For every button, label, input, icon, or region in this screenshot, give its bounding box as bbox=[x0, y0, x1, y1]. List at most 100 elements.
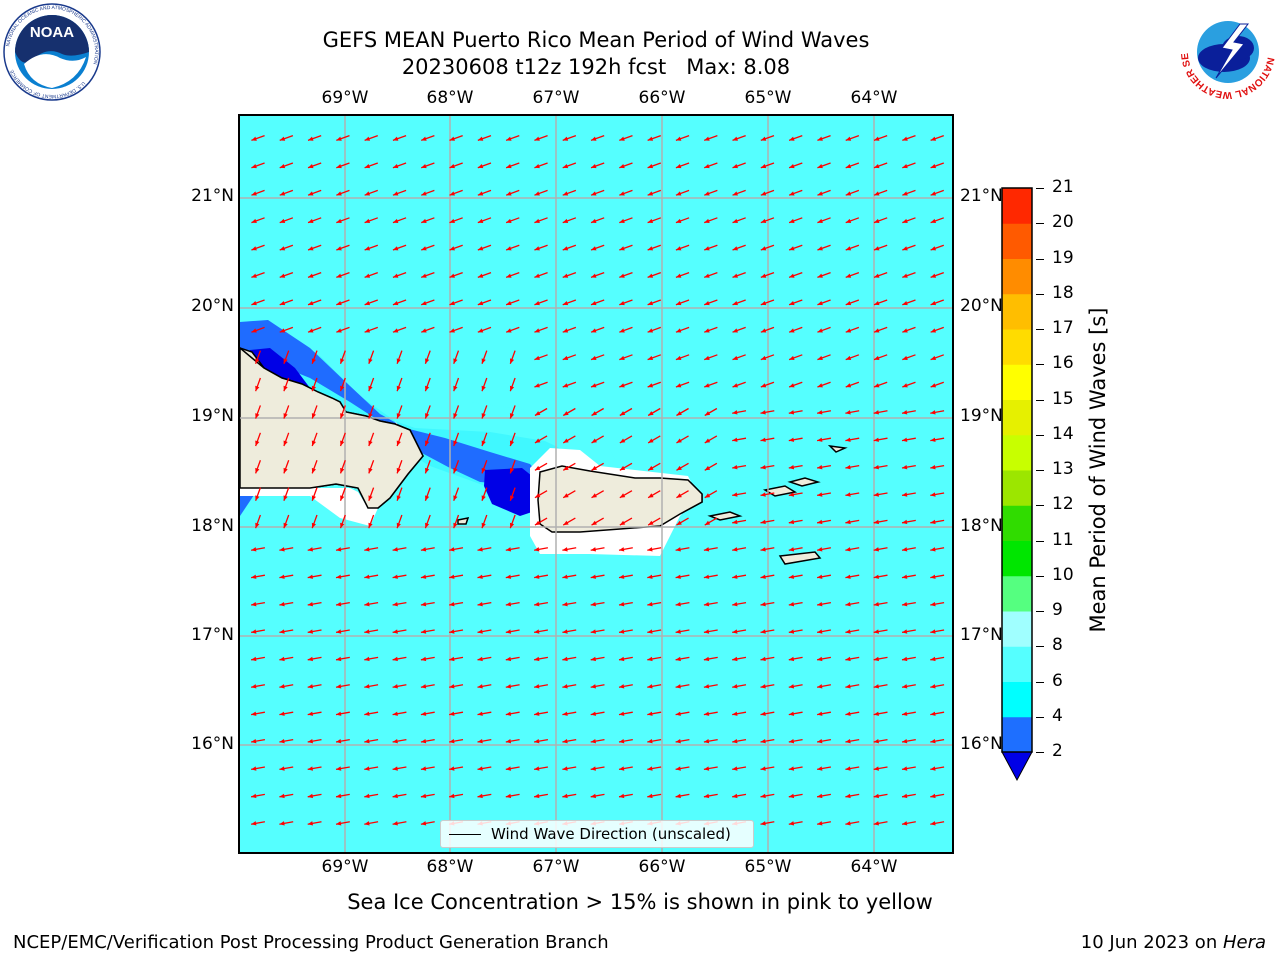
wind-wave-arrow bbox=[364, 601, 379, 607]
map-title-line1: GEFS MEAN Puerto Rico Mean Period of Win… bbox=[322, 28, 870, 52]
wind-wave-arrow bbox=[392, 547, 407, 552]
colorbar-cell bbox=[1002, 716, 1032, 753]
wind-wave-arrow bbox=[619, 189, 633, 196]
wind-wave-arrow bbox=[590, 629, 605, 634]
wind-wave-arrow bbox=[364, 326, 379, 333]
wind-wave-arrow bbox=[392, 134, 407, 142]
wind-wave-arrow bbox=[901, 656, 916, 662]
wind-wave-arrow bbox=[250, 711, 266, 716]
wind-wave-arrow bbox=[647, 244, 662, 251]
wind-wave-arrow bbox=[505, 271, 520, 279]
wind-wave-arrow bbox=[534, 490, 548, 499]
wind-wave-arrow bbox=[505, 134, 520, 142]
wind-wave-arrow bbox=[396, 459, 403, 474]
lon-label-bottom: 64°W bbox=[850, 857, 898, 877]
wind-wave-arrow bbox=[449, 271, 463, 279]
wind-wave-arrow bbox=[339, 459, 346, 474]
wind-wave-arrow bbox=[396, 432, 403, 447]
wind-wave-arrow bbox=[930, 134, 945, 142]
wind-wave-arrow bbox=[590, 134, 605, 142]
wind-wave-arrow bbox=[647, 547, 662, 552]
wind-wave-arrow bbox=[788, 711, 803, 716]
wind-wave-arrow bbox=[788, 271, 803, 279]
wind-wave-arrow bbox=[845, 410, 860, 415]
wind-wave-arrow bbox=[760, 629, 775, 634]
wind-wave-arrow bbox=[254, 487, 262, 502]
wind-wave-arrow bbox=[392, 299, 407, 306]
wind-wave-arrow bbox=[873, 519, 888, 525]
wind-wave-arrow bbox=[449, 738, 464, 744]
wind-wave-arrow bbox=[760, 299, 775, 306]
wind-wave-arrow bbox=[505, 217, 520, 224]
wind-wave-arrow bbox=[420, 821, 435, 826]
wind-wave-arrow bbox=[845, 601, 860, 607]
colorbar-cell bbox=[1002, 188, 1032, 224]
wind-wave-arrow bbox=[901, 437, 916, 442]
wind-wave-arrow bbox=[760, 547, 775, 552]
colorbar-tick-label: 11 bbox=[1052, 529, 1074, 550]
wind-wave-arrow bbox=[816, 821, 832, 826]
wind-wave-arrow bbox=[368, 487, 375, 502]
wind-wave-arrow bbox=[647, 793, 662, 799]
wind-wave-arrow bbox=[703, 244, 718, 251]
wind-wave-arrow bbox=[930, 629, 945, 634]
wind-wave-arrow bbox=[505, 738, 520, 744]
wind-wave-arrow bbox=[704, 407, 718, 417]
wind-wave-arrow bbox=[618, 601, 633, 607]
wind-wave-arrow bbox=[788, 492, 803, 497]
lon-label-bottom: 68°W bbox=[426, 857, 474, 877]
wind-wave-arrow bbox=[845, 244, 860, 251]
wind-wave-arrow bbox=[283, 432, 290, 447]
wind-wave-arrow bbox=[618, 738, 633, 744]
wind-wave-arrow bbox=[534, 381, 548, 388]
wind-wave-arrow bbox=[902, 299, 916, 306]
colorbar-tick-mark bbox=[1036, 470, 1044, 471]
wind-wave-arrow bbox=[788, 244, 803, 251]
wind-wave-arrow bbox=[505, 766, 520, 771]
wind-wave-arrow bbox=[675, 162, 690, 169]
wind-wave-arrow bbox=[392, 271, 407, 279]
wind-wave-arrow bbox=[562, 407, 576, 417]
wind-wave-arrow bbox=[788, 326, 803, 333]
wind-wave-arrow bbox=[930, 244, 945, 251]
wind-wave-arrow bbox=[647, 766, 662, 771]
wind-wave-arrow bbox=[647, 711, 662, 716]
wind-wave-arrow bbox=[873, 244, 888, 251]
wind-wave-arrow bbox=[845, 464, 860, 470]
wind-wave-arrow bbox=[732, 326, 746, 333]
wind-wave-arrow bbox=[477, 189, 492, 196]
wind-wave-arrow bbox=[392, 326, 407, 333]
wind-wave-arrow bbox=[254, 514, 262, 529]
wind-wave-arrow bbox=[509, 432, 516, 447]
wind-wave-arrow bbox=[477, 766, 492, 771]
wind-wave-arrow bbox=[562, 574, 577, 579]
wind-wave-arrow bbox=[481, 377, 488, 392]
colorbar-tick-mark bbox=[1036, 188, 1044, 189]
colorbar-tick-label: 6 bbox=[1052, 670, 1063, 691]
wind-wave-arrow bbox=[335, 684, 350, 689]
wind-wave-arrow bbox=[562, 326, 577, 333]
wind-wave-arrow bbox=[364, 711, 379, 716]
wind-wave-arrow bbox=[676, 517, 689, 526]
wind-wave-arrow bbox=[477, 134, 492, 142]
wind-wave-arrow bbox=[562, 547, 577, 552]
wind-wave-arrow bbox=[392, 162, 407, 169]
wind-wave-arrow bbox=[254, 432, 262, 447]
wind-wave-arrow bbox=[562, 462, 576, 471]
wind-wave-arrow bbox=[675, 189, 690, 196]
wind-wave-arrow bbox=[509, 377, 516, 392]
wind-wave-arrow bbox=[675, 547, 690, 552]
wind-wave-arrow bbox=[817, 134, 831, 142]
wind-wave-arrow bbox=[676, 462, 689, 471]
wind-wave-arrow bbox=[283, 350, 290, 365]
st-croix-island bbox=[778, 551, 822, 565]
wind-wave-arrow bbox=[279, 134, 294, 142]
colorbar-tick-mark bbox=[1036, 575, 1044, 577]
colorbar-tick-mark bbox=[1036, 293, 1044, 295]
wind-wave-arrow bbox=[732, 492, 747, 497]
wind-wave-arrow bbox=[732, 410, 747, 415]
wind-wave-arrows bbox=[250, 134, 945, 826]
deep-blue-patch bbox=[484, 468, 532, 516]
wind-wave-arrow bbox=[420, 574, 435, 579]
wind-wave-arrow bbox=[760, 189, 775, 196]
